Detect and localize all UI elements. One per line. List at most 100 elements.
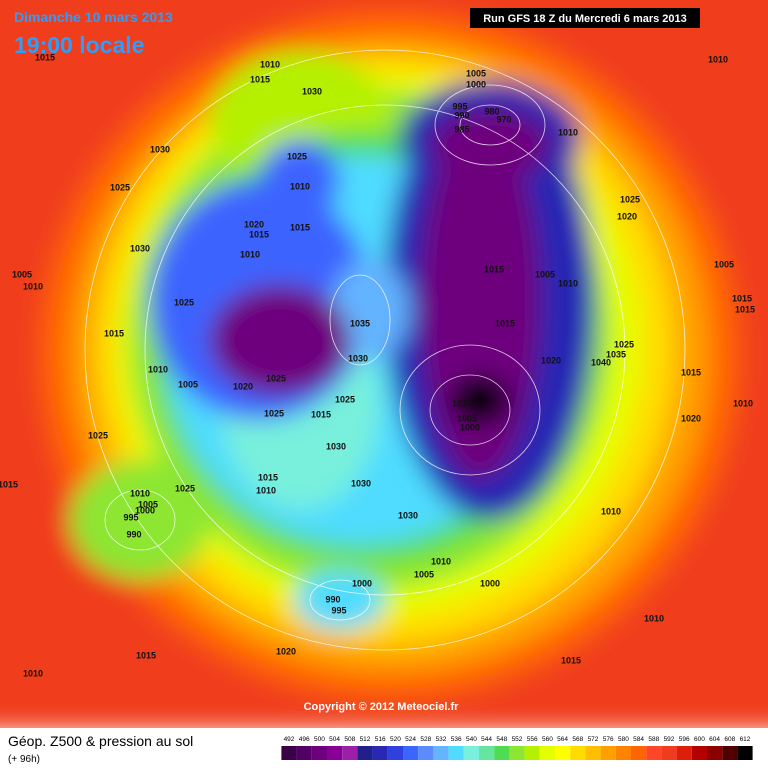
isobar-label: 1025 xyxy=(335,394,355,404)
isobars xyxy=(84,49,686,651)
isobar-label: 1025 xyxy=(266,373,286,383)
colorbar-label: 596 xyxy=(679,736,690,743)
isobar-label: 1000 xyxy=(466,79,486,89)
colorbar-swatch xyxy=(524,746,540,760)
colorbar-label: 492 xyxy=(284,736,295,743)
legend-title: Géop. Z500 & pression au sol xyxy=(8,733,193,749)
colorbar-label: 600 xyxy=(694,736,705,743)
isobar-label: 1015 xyxy=(35,52,55,62)
date: Dimanche 10 mars 2013 xyxy=(14,9,173,25)
isobar-label: 1000 xyxy=(480,578,500,588)
isobar-label: 1010 xyxy=(601,506,621,516)
isobar-label: 1010 xyxy=(240,249,260,259)
isobar-label: 1030 xyxy=(302,86,322,96)
colorbar-swatch xyxy=(342,746,358,760)
isobar-label: 995 xyxy=(452,101,467,111)
isobar-label: 1020 xyxy=(681,413,701,423)
geopotential-field xyxy=(0,0,768,730)
isobar-label: 1005 xyxy=(714,259,734,269)
isobar-label: 990 xyxy=(454,110,469,120)
colorbar-label: 508 xyxy=(344,736,355,743)
colorbar-label: 584 xyxy=(633,736,644,743)
isobar-label: 1010 xyxy=(256,485,276,495)
isobar-label: 1005 xyxy=(12,269,32,279)
colorbar-label: 536 xyxy=(451,736,462,743)
isobar-label: 970 xyxy=(496,114,511,124)
isobar-label: 1030 xyxy=(326,441,346,451)
colorbar-label: 612 xyxy=(740,736,751,743)
run-box xyxy=(470,8,700,28)
isobar-label: 1030 xyxy=(348,353,368,363)
colorbar-swatch xyxy=(311,746,327,760)
isobar-label: 1010 xyxy=(290,181,310,191)
colorbar-swatch xyxy=(646,746,662,760)
colorbar-label: 540 xyxy=(466,736,477,743)
colorbar: 492 496 500 504 508 512 516 520 524 528 532 536 540 5… xyxy=(281,736,753,760)
colorbar-swatch xyxy=(676,746,692,760)
colorbar-swatch xyxy=(479,746,495,760)
isobar-label: 1030 xyxy=(150,144,170,154)
colorbar-label: 516 xyxy=(375,736,386,743)
colorbar-swatch xyxy=(722,746,738,760)
colorbar-swatch xyxy=(296,746,312,760)
isobar-label: 1020 xyxy=(617,211,637,221)
isobar-label: 980 xyxy=(484,106,499,116)
isobar-label: 1010 xyxy=(23,281,43,291)
isobar-label: 995 xyxy=(123,512,138,522)
colorbar-swatch xyxy=(509,746,525,760)
isobar-label: 1010 xyxy=(260,59,280,69)
isobar-label: 1005 xyxy=(178,379,198,389)
colorbar-swatch xyxy=(448,746,464,760)
isobar-label: 1035 xyxy=(606,349,626,359)
isobar-label: 1025 xyxy=(264,408,284,418)
colorbar-label: 592 xyxy=(664,736,675,743)
colorbar-swatch xyxy=(327,746,343,760)
isobar-label: 1005 xyxy=(466,68,486,78)
isobar-label: 1015 xyxy=(484,264,504,274)
isobar-label: 1040 xyxy=(591,357,611,367)
colorbar-swatch xyxy=(387,746,403,760)
isobar-label: 1030 xyxy=(351,478,371,488)
isobar-label: 1015 xyxy=(681,367,701,377)
isobar-label: 1010 xyxy=(644,613,664,623)
isobar-label: 985 xyxy=(454,124,469,134)
colorbar-label: 544 xyxy=(481,736,492,743)
isobar-label: 1000 xyxy=(460,422,480,432)
colorbar-label: 500 xyxy=(314,736,325,743)
colorbar-swatch xyxy=(661,746,677,760)
colorbar-label: 520 xyxy=(390,736,401,743)
colorbar-swatch xyxy=(357,746,373,760)
isobar-label: 995 xyxy=(331,605,346,615)
isobar-label: 1015 xyxy=(0,479,18,489)
colorbar-swatch xyxy=(555,746,571,760)
colorbar-swatch xyxy=(539,746,555,760)
isobar-label: 1000 xyxy=(135,505,155,515)
isobar-label: 990 xyxy=(325,594,340,604)
isobar-label: 1010 xyxy=(130,488,150,498)
isobar-label: 1015 xyxy=(249,229,269,239)
isobar-label: 1020 xyxy=(541,355,561,365)
colorbar-label: 552 xyxy=(512,736,523,743)
isobar-label: 1030 xyxy=(130,243,150,253)
isobar-label: 1010 xyxy=(23,668,43,678)
colorbar-label: 560 xyxy=(542,736,553,743)
colorbar-label: 532 xyxy=(436,736,447,743)
time: 19:00 locale xyxy=(14,32,144,58)
isobar-label: 1015 xyxy=(732,293,752,303)
isobar-label: 1020 xyxy=(244,219,264,229)
isobar-label: 1025 xyxy=(287,151,307,161)
colorbar-label: 572 xyxy=(588,736,599,743)
colorbar-swatch xyxy=(494,746,510,760)
isobar-label: 1010 xyxy=(431,556,451,566)
isobar-label: 1015 xyxy=(495,318,515,328)
isobar-label: 1005 xyxy=(457,413,477,423)
isobar-label: 1010 xyxy=(733,398,753,408)
isobar-label: 1015 xyxy=(104,328,124,338)
isobar-label: 1025 xyxy=(110,182,130,192)
isobar-label: 1010 xyxy=(558,278,578,288)
isobar-label: 1010 xyxy=(708,54,728,64)
isobar-label: 990 xyxy=(126,529,141,539)
